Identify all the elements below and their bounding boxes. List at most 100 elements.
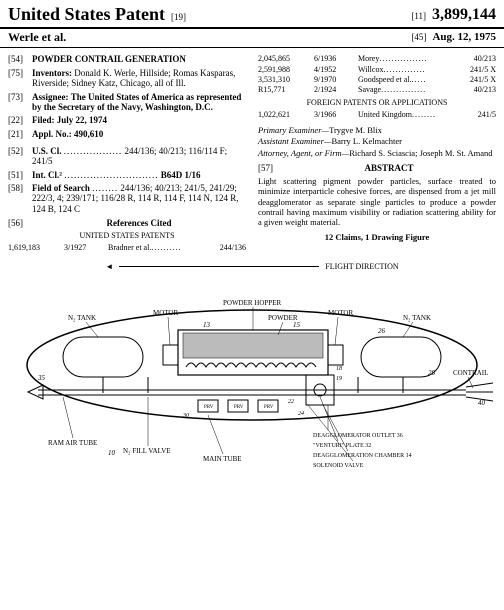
patent-number: 3,899,144 — [432, 6, 496, 24]
label-venturi: "VENTURI" PLATE 32 — [313, 443, 371, 449]
callout: 35 — [37, 374, 46, 382]
content-columns: [54] POWDER CONTRAIL GENERATION [75] Inv… — [0, 54, 504, 253]
fos-label: Field of Search — [32, 183, 90, 193]
applno-label: Appl. No.: — [32, 129, 72, 139]
dots: ........ — [92, 183, 118, 193]
filed-body: July 22, 1974 — [57, 115, 107, 125]
label-motor-l: MOTOR — [153, 309, 178, 317]
callout: 26 — [378, 327, 386, 335]
flight-direction-label: FLIGHT DIRECTION — [8, 262, 496, 271]
ref-row: 3,531,310 9/1970 Goodspeed et al...... 2… — [258, 75, 496, 84]
assistant-examiner: Assistant Examiner—Barry L. Kelmachter — [258, 137, 496, 147]
header-left: United States Patent [19] — [8, 4, 186, 25]
figure-area: FLIGHT DIRECTION — [0, 262, 504, 475]
refs-label: References Cited — [106, 218, 171, 228]
intcl-label: Int. Cl.² — [32, 170, 62, 180]
label-prv1: PRV — [204, 405, 214, 410]
inventor-short: Werle et al. — [8, 31, 66, 45]
field-num: [52] — [8, 146, 32, 167]
assignee-label: Assignee: — [32, 92, 69, 102]
header-title: United States Patent — [8, 4, 165, 25]
callout: 10 — [108, 449, 116, 457]
arrow-left-icon — [105, 262, 113, 271]
field-num: [21] — [8, 129, 32, 139]
primary-examiner: Primary Examiner—Trygve M. Blix — [258, 126, 496, 136]
field-54: [54] POWDER CONTRAIL GENERATION — [8, 54, 246, 64]
label-deagg-chamber: DEAGGLOMERATION CHAMBER 14 — [313, 453, 412, 459]
patent-figure: N₂ TANK N₂ TANK MOTOR MOTOR POWDER HOPPE… — [8, 275, 496, 475]
field-51: [51] Int. Cl.² .........................… — [8, 170, 246, 180]
us-patents-header: UNITED STATES PATENTS — [8, 231, 246, 240]
ref-class: 244/136 — [220, 243, 246, 252]
field-75: [75] Inventors: Donald K. Werle, Hillsid… — [8, 68, 246, 89]
intcl-body: B64D 1/16 — [161, 170, 201, 180]
callout: 30 — [182, 413, 189, 419]
callout: 40 — [478, 399, 486, 407]
field-num: [73] — [8, 92, 32, 113]
callout: 18 — [336, 366, 342, 372]
attorney: Attorney, Agent, or Firm—Richard S. Scia… — [258, 149, 496, 159]
field-num: [22] — [8, 115, 32, 125]
field-num: [57] — [258, 163, 282, 173]
callout: 22 — [288, 399, 294, 405]
field-21: [21] Appl. No.: 490,610 — [8, 129, 246, 139]
ref-row: 1,619,183 3/1927 Bradner et al..........… — [8, 243, 246, 252]
field-num: [56] — [8, 218, 32, 228]
ref-name: Bradner et al........... — [108, 243, 214, 252]
label-motor-r: MOTOR — [328, 309, 353, 317]
uscl-body: 244/136; 40/213; 116/114 F; 241/5 — [32, 146, 227, 166]
label-ram-air: RAM AIR TUBE — [48, 439, 97, 447]
patent-subheader: Werle et al. [45] Aug. 12, 1975 — [0, 29, 504, 49]
label-powder-hopper: POWDER HOPPER — [223, 299, 281, 307]
inventors-label: Inventors: — [32, 68, 72, 78]
abstract-text: Light scattering pigment powder particle… — [258, 176, 496, 227]
callout: 19 — [336, 376, 342, 382]
label-deagg-outlet: DEAGGLOMERATOR OUTLET 36 — [313, 433, 403, 439]
ref-date: 3/1927 — [64, 243, 102, 252]
label-contrail: CONTRAIL — [453, 369, 488, 377]
right-column: 2,045,865 6/1936 Morey................ 4… — [258, 54, 496, 253]
field-num: [51] — [8, 170, 32, 180]
field-73: [73] Assignee: The United States of Amer… — [8, 92, 246, 113]
ref-num: 1,619,183 — [8, 243, 58, 252]
field-22: [22] Filed: July 22, 1974 — [8, 115, 246, 125]
ref-row: 2,591,988 4/1952 Willcox.............. 2… — [258, 65, 496, 74]
patent-header: United States Patent [19] [11] 3,899,144 — [0, 0, 504, 29]
flight-line — [119, 266, 319, 267]
field-num: [58] — [8, 183, 32, 214]
abstract-label: ABSTRACT — [364, 163, 413, 173]
foreign-header: FOREIGN PATENTS OR APPLICATIONS — [258, 98, 496, 107]
invention-title: POWDER CONTRAIL GENERATION — [32, 54, 186, 64]
label-main-tube: MAIN TUBE — [203, 455, 242, 463]
field-56: [56] References Cited — [8, 218, 246, 228]
header-right: [11] 3,899,144 — [411, 6, 496, 24]
field-57: [57] ABSTRACT — [258, 163, 496, 173]
claims-line: 12 Claims, 1 Drawing Figure — [258, 233, 496, 243]
field-num: [75] — [8, 68, 32, 89]
field-58: [58] Field of Search ........ 244/136; 4… — [8, 183, 246, 214]
label-n2tank-l: N₂ TANK — [68, 314, 96, 322]
label-prv2: PRV — [234, 405, 244, 410]
header-code-19: [19] — [171, 12, 186, 22]
left-column: [54] POWDER CONTRAIL GENERATION [75] Inv… — [8, 54, 246, 253]
applno-body: 490,610 — [74, 129, 103, 139]
issue-date: Aug. 12, 1975 — [432, 31, 496, 44]
ref-row: 1,022,621 3/1966 United Kingdom........ … — [258, 110, 496, 119]
label-prv3: PRV — [264, 405, 274, 410]
dots: .................. — [64, 146, 123, 156]
field-52: [52] U.S. Cl. .................. 244/136… — [8, 146, 246, 167]
dots: ............................. — [64, 170, 158, 180]
label-n2tank-r: N₂ TANK — [403, 314, 431, 322]
callout: 28 — [428, 369, 436, 377]
callout: 24 — [298, 410, 304, 417]
ref-row: R15,771 2/1924 Savage............... 40/… — [258, 85, 496, 94]
uscl-label: U.S. Cl. — [32, 146, 62, 156]
header-code-11: [11] — [411, 11, 426, 21]
callout: 13 — [203, 321, 211, 329]
ref-row: 2,045,865 6/1936 Morey................ 4… — [258, 54, 496, 63]
label-solenoid: SOLENOID VALVE — [313, 463, 364, 469]
label-n2-fill: N₂ FILL VALVE — [123, 447, 171, 455]
filed-label: Filed: — [32, 115, 55, 125]
field-num: [54] — [8, 54, 32, 64]
callout: 15 — [293, 321, 301, 329]
